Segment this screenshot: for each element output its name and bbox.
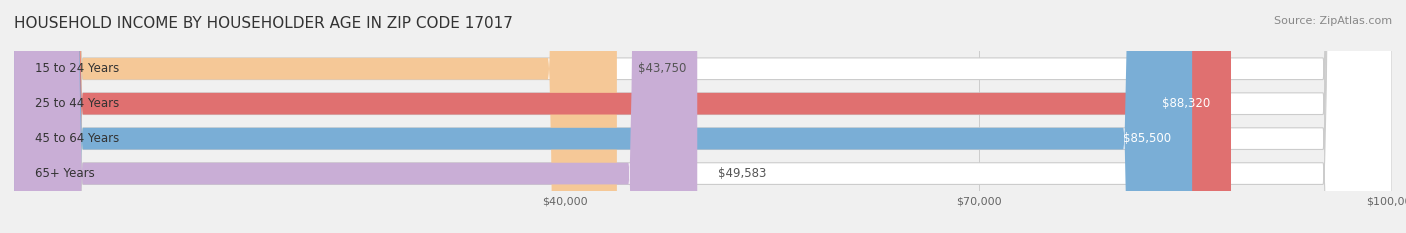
Text: $49,583: $49,583 [718,167,766,180]
Text: 25 to 44 Years: 25 to 44 Years [35,97,120,110]
Text: 15 to 24 Years: 15 to 24 Years [35,62,120,75]
Text: Source: ZipAtlas.com: Source: ZipAtlas.com [1274,16,1392,26]
FancyBboxPatch shape [14,0,1392,233]
Text: HOUSEHOLD INCOME BY HOUSEHOLDER AGE IN ZIP CODE 17017: HOUSEHOLD INCOME BY HOUSEHOLDER AGE IN Z… [14,16,513,31]
FancyBboxPatch shape [14,0,1232,233]
FancyBboxPatch shape [14,0,617,233]
Text: $88,320: $88,320 [1163,97,1211,110]
Text: $85,500: $85,500 [1123,132,1171,145]
Text: 45 to 64 Years: 45 to 64 Years [35,132,120,145]
FancyBboxPatch shape [14,0,1392,233]
FancyBboxPatch shape [14,0,697,233]
Text: 65+ Years: 65+ Years [35,167,94,180]
FancyBboxPatch shape [14,0,1192,233]
FancyBboxPatch shape [14,0,1392,233]
FancyBboxPatch shape [14,0,1392,233]
Text: $43,750: $43,750 [637,62,686,75]
